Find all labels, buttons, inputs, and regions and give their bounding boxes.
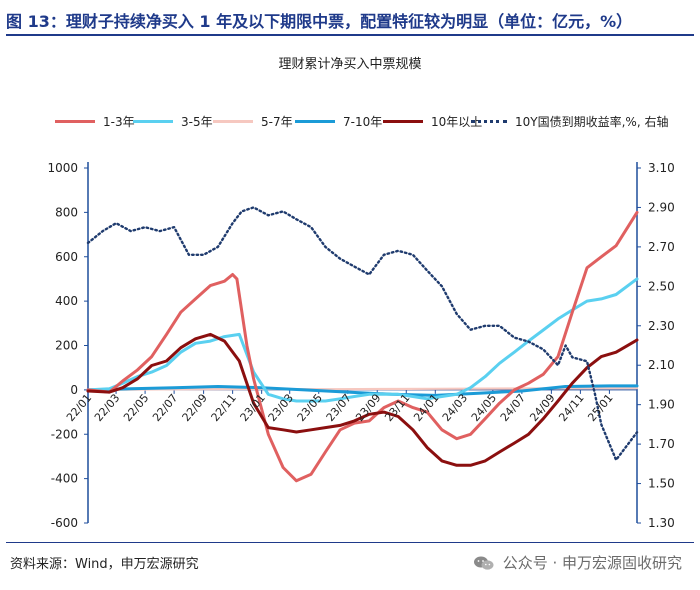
legend-swatch-5-7 [213,120,253,123]
legend-label-1-3: 1-3年 [103,115,135,129]
right-tick-label: 2.90 [648,200,675,214]
left-tick-label: -400 [51,472,78,486]
left-tick-label: 0 [70,383,78,397]
right-tick-label: 3.10 [648,161,675,175]
right-tick-label: 2.30 [648,319,675,333]
series-line-1 [86,277,639,403]
watermark-text: 公众号 · 申万宏源固收研究 [502,554,682,572]
x-tick-label: 22/05 [121,391,151,424]
tick-labels: -600 -400 -200 0 200 400 600 800 1000 1.30 1.50 1.7… [47,161,674,530]
x-tick-label: 23/05 [295,391,325,424]
series-layer [86,206,639,483]
chart-title: 理财累计净买入中票规模 [278,57,422,72]
right-tick-label: 2.50 [648,279,675,293]
series-line-5 [86,206,639,462]
series-line-4 [86,332,639,467]
chart-legend: 1-3年 3-5年 5-7年 7-10年 10年以上 10Y国债到期收益率,%,… [55,113,695,133]
left-tick-label: 400 [55,294,78,308]
legend-swatch-10y-yield [471,120,507,123]
legend-label-5-7: 5-7年 [261,115,293,129]
legend-item-3-5: 3-5年 [133,113,213,130]
left-tick-label: 1000 [47,161,78,175]
wechat-icon [473,556,494,570]
series-line-0 [86,210,639,483]
left-tick-label: 600 [55,250,78,264]
x-tick-label: 22/09 [180,391,210,424]
right-tick-label: 1.90 [648,398,675,412]
legend-swatch-3-5 [133,120,173,123]
chart-axes [84,162,641,524]
legend-label-10y-yield: 10Y国债到期收益率,%, 右轴 [515,115,669,129]
right-tick-label: 2.70 [648,240,675,254]
figure-title: 图 13：理财子持续净买入 1 年及以下期限中票，配置特征较为明显（单位：亿元，… [6,12,633,31]
legend-item-10y-yield: 10Y国债到期收益率,%, 右轴 [471,113,668,130]
x-tick-label: 22/11 [209,391,239,424]
legend-label-10plus: 10年以上 [431,115,483,129]
right-tick-label: 1.70 [648,437,675,451]
title-divider [6,34,694,36]
right-tick-label: 1.30 [648,516,675,530]
legend-item-10plus: 10年以上 [383,113,482,130]
x-tick-label: 23/07 [324,391,354,424]
left-tick-label: 800 [55,205,78,219]
footer-divider [6,542,694,543]
line-chart: -600 -400 -200 0 200 400 600 800 1000 1.30 1.50 1.7… [47,161,674,530]
x-tick-label: 22/03 [92,391,122,424]
x-tick-label: 22/01 [64,391,94,424]
watermark: 公众号 · 申万宏源固收研究 [473,552,682,573]
left-tick-label: -200 [51,427,78,441]
legend-swatch-7-10 [295,120,335,123]
source-note: 资料来源：Wind，申万宏源研究 [10,557,199,572]
x-tick-label: 22/07 [150,391,180,424]
left-tick-label: 200 [55,339,78,353]
right-tick-label: 2.10 [648,358,675,372]
legend-item-5-7: 5-7年 [213,113,293,130]
right-tick-label: 1.50 [648,477,675,491]
legend-swatch-10plus [383,120,423,123]
left-tick-label: -600 [51,516,78,530]
legend-item-7-10: 7-10年 [295,113,382,130]
x-tick-label: 24/07 [498,391,528,424]
legend-label-7-10: 7-10年 [343,115,383,129]
legend-swatch-1-3 [55,120,95,123]
legend-label-3-5: 3-5年 [181,115,213,129]
legend-item-1-3: 1-3年 [55,113,135,130]
